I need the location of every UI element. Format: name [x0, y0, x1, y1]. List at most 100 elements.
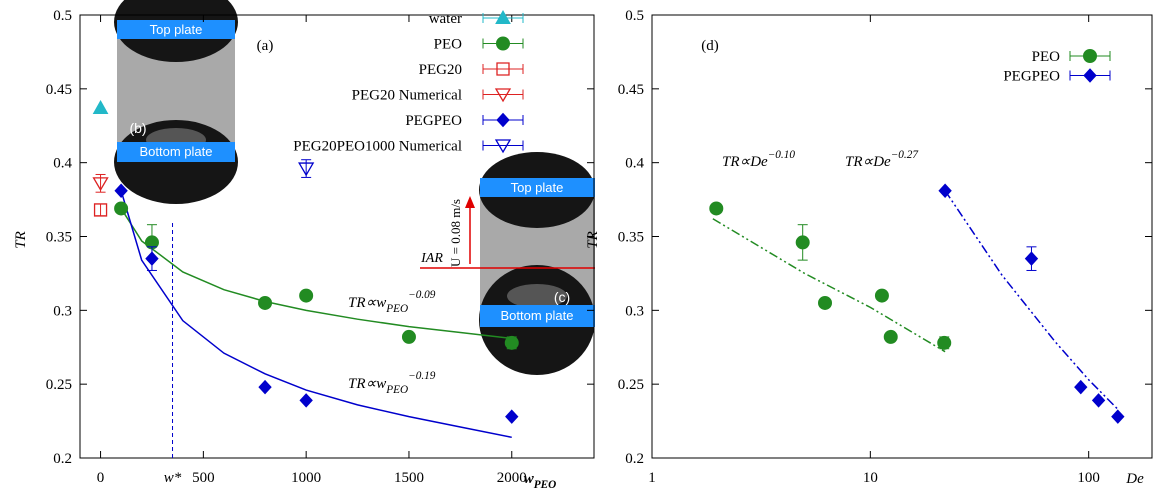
data-point	[114, 183, 128, 198]
data-point	[145, 251, 159, 266]
data-point	[258, 295, 273, 310]
plate-label: Top plate	[511, 180, 564, 195]
y-tick-label: 0.45	[618, 82, 644, 98]
inset-label: (b)	[129, 120, 146, 136]
velocity-label: U = 0.08 m/s	[448, 199, 463, 267]
plate-top	[480, 178, 595, 197]
legend-label: PEG20PEO1000 Numerical	[293, 139, 462, 155]
y-tick-label: 0.5	[625, 8, 644, 24]
interface-label: IAR	[420, 251, 443, 266]
y-tick-label: 0.25	[46, 377, 72, 393]
data-point	[299, 393, 313, 408]
panel-label: (d)	[701, 38, 719, 54]
annotation-text: TR∝w	[348, 376, 386, 392]
data-point	[883, 329, 898, 344]
x-tick-label: 1000	[291, 470, 321, 486]
annotation: TR∝De−0.27	[845, 149, 919, 170]
annotation-text: TR∝w	[348, 295, 386, 311]
y-tick-label: 0.4	[53, 156, 72, 172]
data-point	[401, 329, 416, 344]
data-point	[92, 177, 109, 192]
plate-bottom	[117, 142, 235, 162]
fit-line	[712, 218, 946, 353]
data-point	[299, 288, 314, 303]
data-point	[114, 201, 129, 216]
data-point	[937, 335, 952, 350]
x-axis-label: De	[1125, 471, 1144, 487]
plot-frame	[651, 14, 1153, 459]
x-tick-label: 1	[648, 470, 656, 486]
annotation-sup: −0.10	[768, 149, 796, 161]
legend-marker	[494, 88, 512, 103]
drop-reflection	[507, 284, 567, 308]
legend-label: PEO	[434, 37, 463, 53]
plate-label: Top plate	[150, 22, 203, 37]
annotation-sup: −0.09	[408, 289, 436, 301]
annotation-sup: −0.27	[891, 149, 920, 161]
fit-line	[120, 208, 512, 340]
panel-label: (a)	[257, 38, 274, 54]
data-point	[504, 335, 519, 350]
y-tick-label: 0.35	[46, 230, 72, 246]
y-tick-label: 0.2	[53, 451, 72, 467]
data-point	[1074, 379, 1088, 395]
data-point	[795, 235, 810, 250]
fit-line	[120, 190, 512, 439]
y-tick-label: 0.3	[53, 303, 72, 319]
annotation-sub: PEO	[385, 303, 408, 315]
x-tick-label: 2000	[497, 470, 527, 486]
annotation: TR∝wPEO−0.19	[348, 370, 436, 396]
y-tick-label: 0.25	[618, 377, 644, 393]
x-axis-label-text: w	[524, 471, 535, 487]
annotation-text: TR∝De	[845, 154, 891, 170]
x-axis-label-sub: PEO	[534, 479, 557, 491]
annotation-sup: −0.19	[408, 370, 436, 382]
annotation: TR∝wPEO−0.09	[348, 289, 436, 315]
y-tick-label: 0.2	[625, 451, 644, 467]
data-point	[1024, 251, 1039, 266]
annotation-sub: PEO	[385, 384, 408, 396]
y-tick-label: 0.5	[53, 8, 72, 24]
fit-line	[944, 190, 1119, 410]
y-tick-label: 0.4	[625, 156, 644, 172]
annotation: TR∝De−0.10	[722, 149, 795, 170]
x-tick-label: 0	[97, 470, 105, 486]
data-point	[709, 201, 724, 216]
legend-marker	[494, 139, 512, 154]
legend-label: PEO	[1032, 49, 1061, 65]
data-point	[93, 203, 108, 217]
data-point	[258, 379, 272, 395]
x-axis-label-text: De	[1125, 471, 1144, 487]
error-bar	[95, 203, 106, 217]
y-tick-label: 0.3	[625, 303, 644, 319]
plate-label: Bottom plate	[501, 308, 574, 323]
legend-label: PEGPEO	[1003, 69, 1060, 85]
y-tick-label: 0.35	[618, 230, 644, 246]
data-point	[92, 100, 109, 115]
data-point	[505, 409, 519, 424]
data-point	[1091, 393, 1106, 408]
x-tick-label: 100	[1077, 470, 1100, 486]
legend-marker	[496, 62, 510, 76]
inset-b: Top plate Bottom plate (b)	[114, 0, 238, 204]
y-axis-label: TR	[585, 231, 601, 249]
legend-marker	[1083, 68, 1097, 83]
plate-label: Bottom plate	[140, 144, 213, 159]
legend-label: PEG20	[419, 62, 462, 78]
inset-c: Top plate Bottom plate (c) U = 0.08 m/s …	[420, 152, 595, 375]
data-point	[874, 288, 889, 303]
legend-label: water	[429, 11, 462, 27]
legend-label: PEG20 Numerical	[352, 88, 462, 104]
inset-label: (c)	[554, 289, 570, 305]
x-tick-label: 10	[863, 470, 878, 486]
legend-label: PEGPEO	[405, 113, 462, 129]
data-point	[1111, 409, 1125, 424]
x-axis-label: wPEO	[524, 471, 557, 491]
y-axis-label: TR	[13, 231, 29, 249]
legend-marker	[1083, 49, 1097, 63]
w-star-label: w*	[164, 470, 182, 486]
plate-top	[117, 20, 235, 39]
legend-marker	[496, 36, 510, 51]
x-tick-label: 500	[192, 470, 215, 486]
